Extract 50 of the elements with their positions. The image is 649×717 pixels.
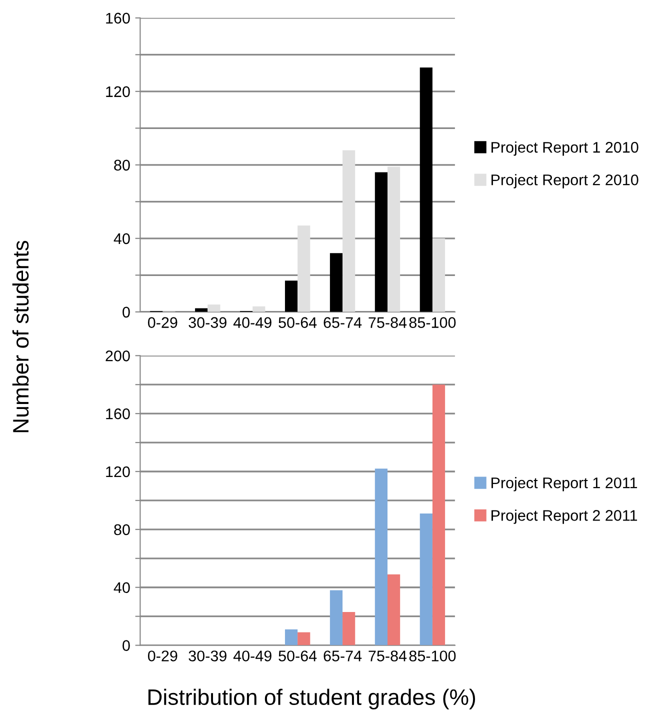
x-axis-title: Distribution of student grades (%) [148, 688, 476, 710]
legend-label: Project Report 1 2010 [492, 142, 638, 156]
x-tick-label: 50-64 [278, 650, 317, 662]
bar [284, 629, 298, 646]
y-tick-label: 120 [106, 466, 130, 478]
y-tick-label: 80 [114, 524, 130, 536]
bar [284, 280, 298, 312]
y-tick-label: 200 [106, 350, 130, 362]
bar [388, 574, 400, 646]
x-tick-label: 0-29 [148, 317, 178, 328]
y-tick-label: 160 [106, 12, 130, 24]
legend-label: Project Report 2 2011 [492, 510, 638, 524]
x-tick-label: 0-29 [148, 650, 178, 662]
bar [330, 590, 343, 646]
bar [208, 304, 220, 312]
bar [195, 308, 208, 312]
y-tick-label: 0 [122, 640, 130, 651]
x-tick-label: 75-84 [368, 317, 407, 328]
y-tick-label: 0 [122, 306, 130, 318]
legend-label: Project Report 1 2011 [492, 477, 638, 492]
y-tick-label: 160 [106, 408, 130, 420]
x-tick-label: 85-100 [409, 317, 456, 328]
x-tick-label: 40-49 [233, 650, 272, 662]
x-tick-label: 75-84 [368, 650, 407, 662]
x-tick-label: 30-39 [188, 650, 226, 662]
bar [374, 172, 388, 312]
bar [420, 514, 432, 646]
x-tick-label: 65-74 [324, 650, 362, 662]
bar [420, 68, 432, 312]
bar [342, 150, 356, 312]
bar [298, 226, 310, 312]
x-tick-label: 30-39 [188, 317, 226, 328]
y-axis-title: Number of students [12, 240, 29, 432]
bar [374, 468, 388, 646]
legend-label: Project Report 2 2010 [492, 174, 638, 188]
bar [342, 612, 356, 646]
bar [432, 384, 446, 646]
bar [388, 166, 400, 312]
y-tick-label: 40 [114, 582, 130, 594]
x-tick-label: 40-49 [233, 317, 272, 328]
y-tick-label: 80 [114, 160, 130, 171]
y-tick-label: 120 [106, 86, 130, 98]
x-tick-label: 50-64 [278, 317, 317, 328]
bar [298, 632, 310, 646]
x-tick-label: 65-74 [324, 317, 362, 328]
bar [252, 306, 266, 312]
bar [432, 238, 446, 312]
y-tick-label: 40 [114, 233, 130, 244]
bar [330, 253, 343, 312]
x-tick-label: 85-100 [409, 650, 456, 662]
